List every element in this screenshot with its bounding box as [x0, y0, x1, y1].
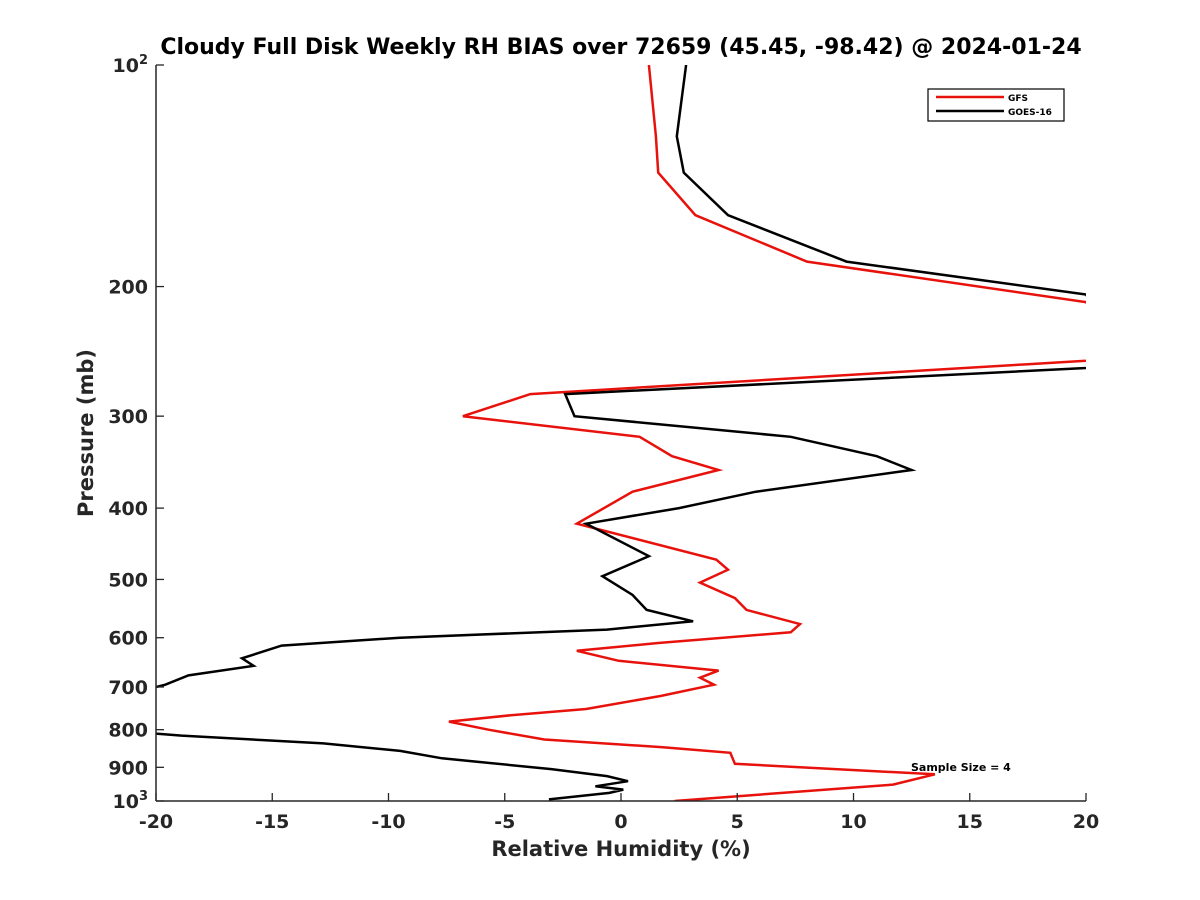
x-axis-ticks: -20 -15 -10 -5 0 5 10 15 20: [139, 793, 1099, 833]
series-line-gfs: [448, 65, 1086, 801]
y-tick-label: 300: [108, 406, 148, 428]
x-tick-label: 0: [614, 811, 627, 833]
y-tick-label: 102: [113, 53, 149, 77]
legend-label-goes16: GOES-16: [1008, 108, 1052, 118]
series-line-goes16: [156, 65, 1086, 801]
y-axis-label: Pressure (mb): [74, 349, 98, 517]
legend-label-gfs: GFS: [1008, 94, 1028, 104]
x-tick-label: 20: [1073, 811, 1099, 833]
x-tick-label: 10: [840, 811, 866, 833]
legend: GFS GOES-16: [927, 88, 1065, 122]
x-axis-label: Relative Humidity (%): [491, 837, 750, 861]
x-tick-label: -5: [494, 811, 515, 833]
y-tick-label: 600: [108, 628, 148, 650]
x-tick-label: 5: [731, 811, 744, 833]
y-tick-label: 500: [108, 569, 148, 591]
y-tick-label: 900: [108, 757, 148, 779]
chart-title: Cloudy Full Disk Weekly RH BIAS over 726…: [160, 35, 1081, 60]
x-tick-label: -10: [371, 811, 405, 833]
y-tick-label: 200: [108, 277, 148, 299]
y-tick-label: 400: [108, 498, 148, 520]
y-tick-label: 800: [108, 720, 148, 742]
sample-size-annotation: Sample Size = 4: [911, 761, 1011, 774]
x-tick-label: -20: [139, 811, 173, 833]
y-axis-ticks: 102 200 300 400 500 600 700 800 900 103: [108, 53, 164, 813]
y-tick-label: 700: [108, 677, 148, 699]
x-tick-label: -15: [255, 811, 289, 833]
x-tick-label: 15: [957, 811, 983, 833]
series-layer: [156, 65, 1086, 801]
y-tick-label: 103: [113, 789, 149, 813]
legend-box: [927, 88, 1065, 122]
